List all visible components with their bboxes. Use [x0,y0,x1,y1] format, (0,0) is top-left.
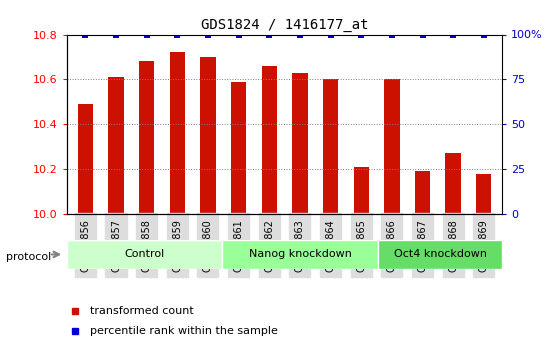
Bar [200,57,215,214]
Text: percentile rank within the sample: percentile rank within the sample [90,326,278,336]
Text: protocol: protocol [6,252,51,262]
Bar [170,52,185,214]
Text: Nanog knockdown: Nanog knockdown [249,249,352,259]
FancyBboxPatch shape [223,240,378,269]
Text: Oct4 knockdown: Oct4 knockdown [393,249,487,259]
FancyBboxPatch shape [67,240,223,269]
Bar [323,79,338,214]
Bar [108,77,124,214]
Bar [262,66,277,214]
Bar [384,79,400,214]
Bar [476,174,492,214]
Bar [445,154,461,214]
Text: Control: Control [124,249,165,259]
FancyBboxPatch shape [378,240,502,269]
Bar [415,171,430,214]
Title: GDS1824 / 1416177_at: GDS1824 / 1416177_at [201,18,368,32]
Bar [292,73,307,214]
Text: transformed count: transformed count [90,306,194,315]
Bar [231,82,246,214]
Bar [354,167,369,214]
Bar [139,61,155,214]
Bar [78,104,93,214]
